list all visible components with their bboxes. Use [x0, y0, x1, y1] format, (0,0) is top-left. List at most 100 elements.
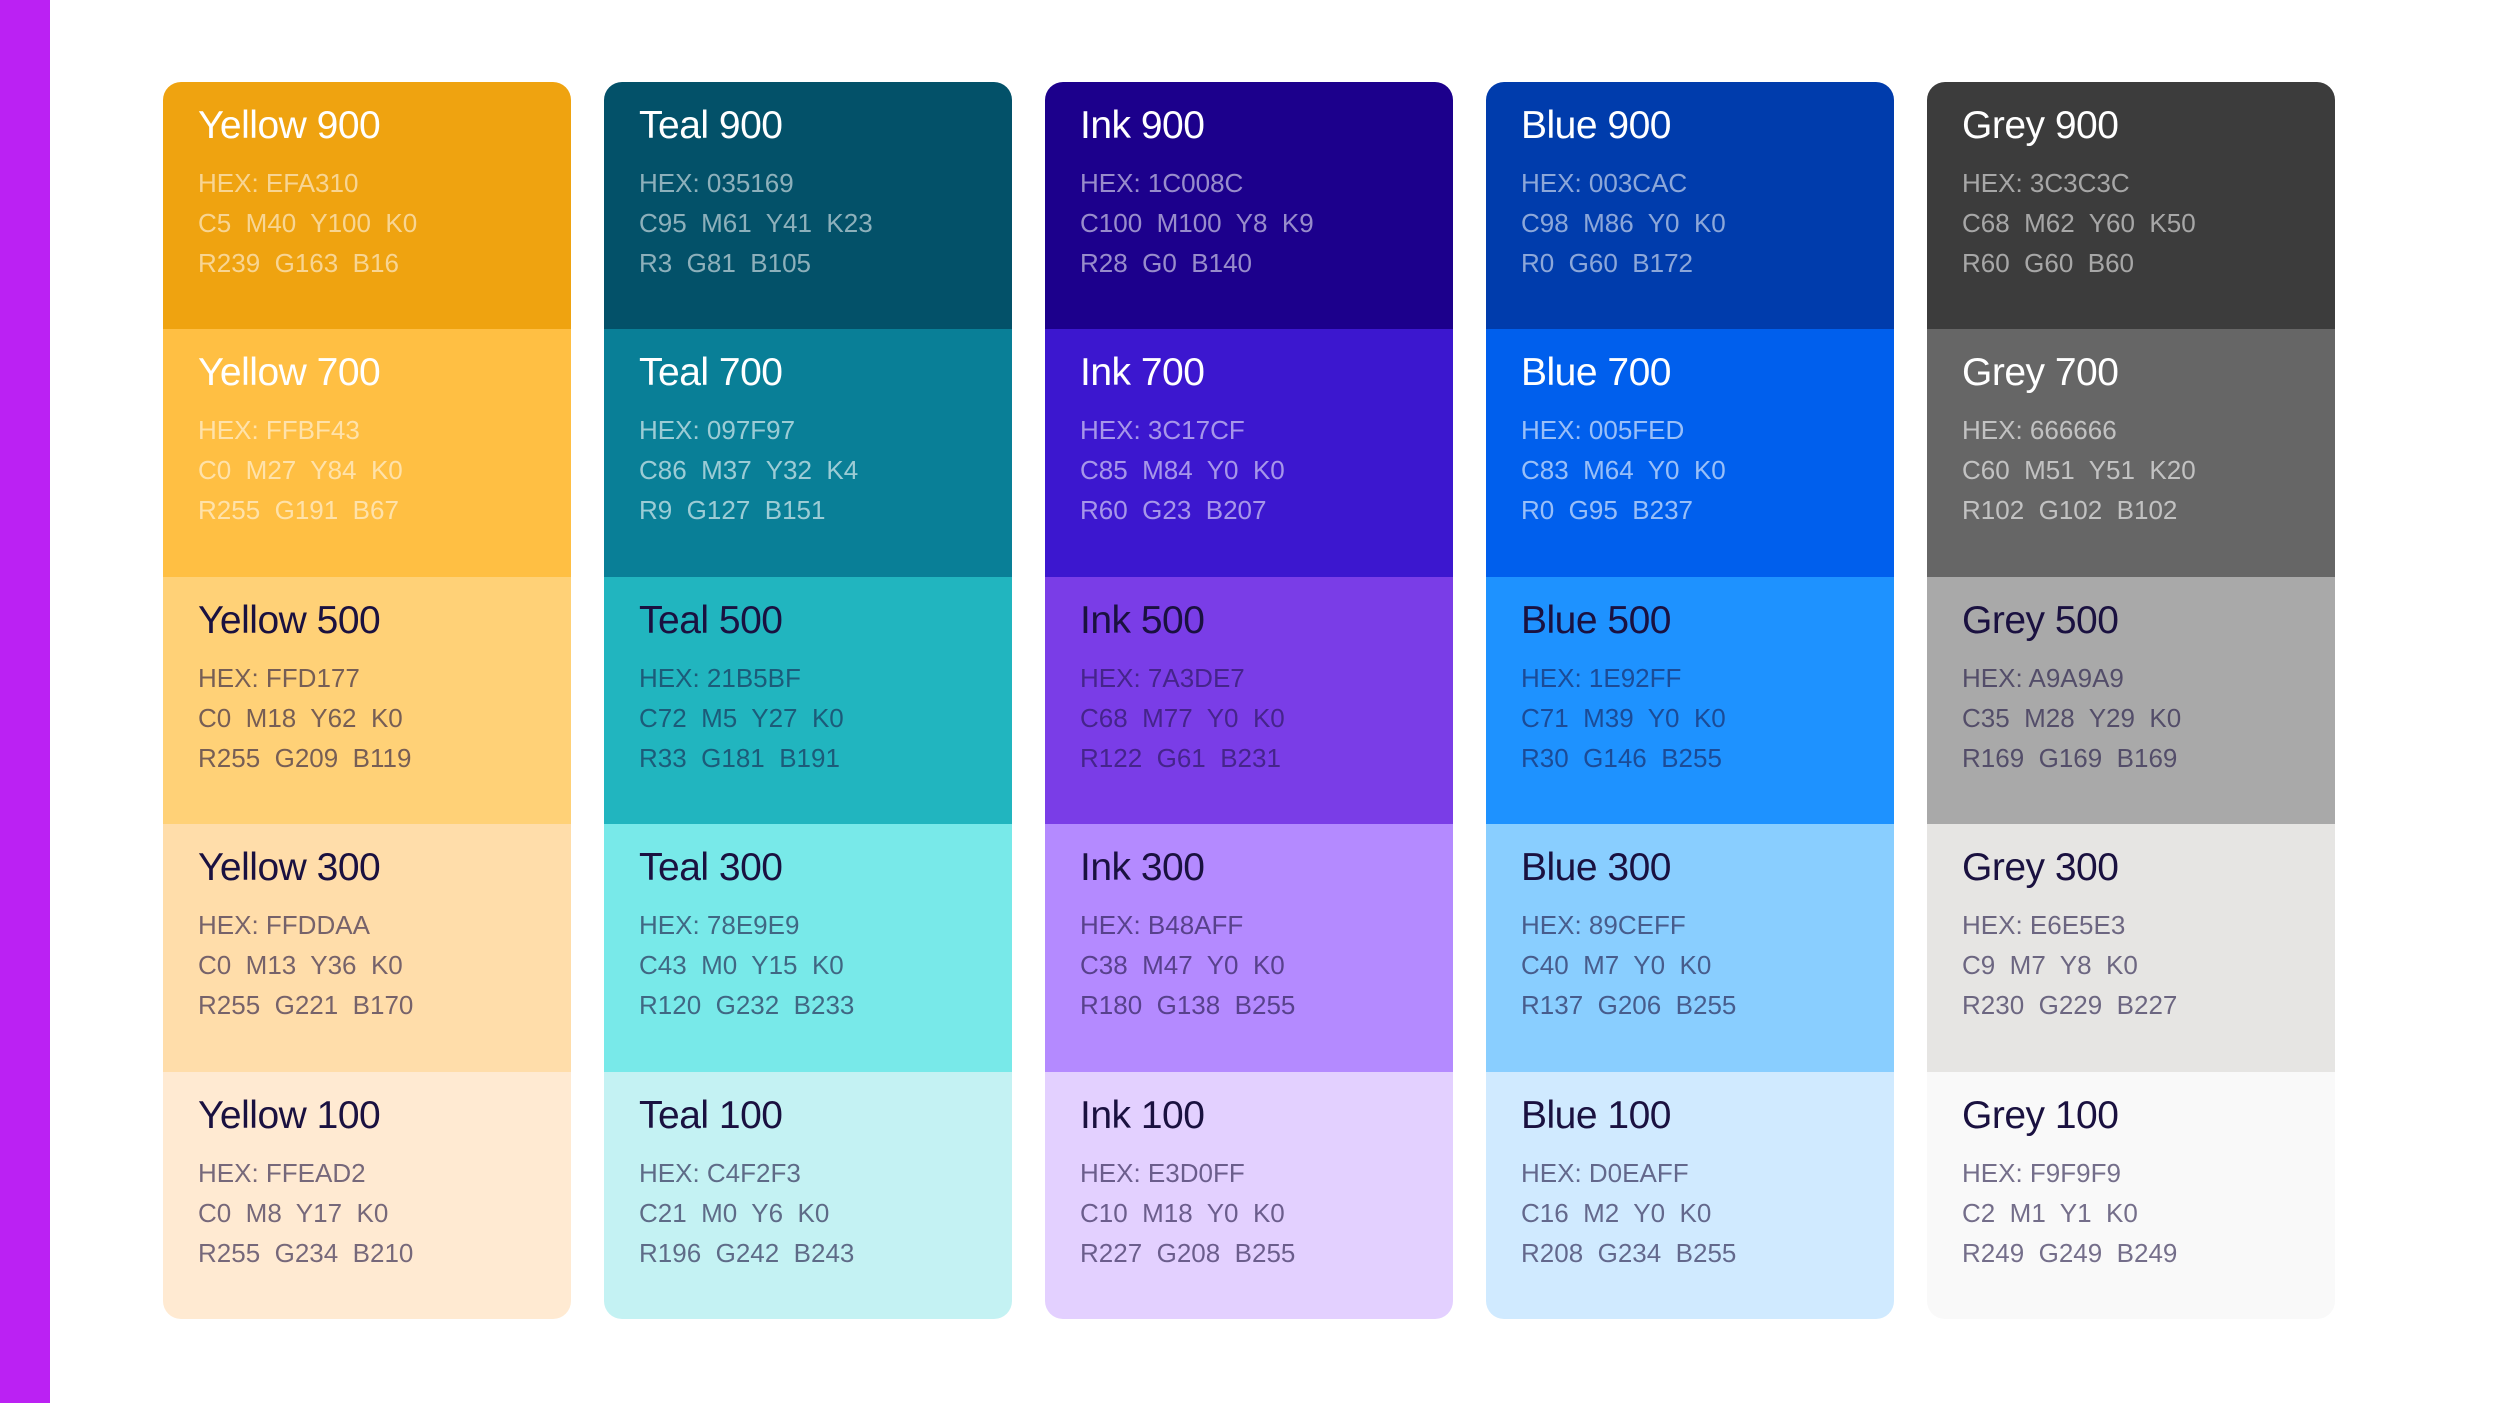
swatch-rgb-value: R33 G181 B191: [639, 742, 840, 773]
color-swatch[interactable]: Grey 900 HEX: 3C3C3C C68 M62 Y60 K50 R60 G6…: [1927, 82, 2335, 330]
swatch-name: Yellow 900: [198, 104, 381, 147]
swatch-rgb-value: R102 G102 B102: [1962, 495, 2178, 526]
swatch-rgb-value: R28 G0 B140: [1080, 248, 1252, 278]
swatch-hex-value: HEX: 003CAC: [1521, 168, 1688, 198]
color-swatch[interactable]: Yellow 300 HEX: FFDDAA C0 M13 Y36 K0 R255 G…: [163, 824, 571, 1072]
swatch-name: Blue 100: [1521, 1093, 1671, 1137]
swatch-rgb-value: R3 G81 B105: [639, 248, 811, 278]
swatch-cmyk-value: C72 M5 Y27 K0: [639, 702, 844, 733]
swatch-rgb-value: R122 G61 B231: [1080, 742, 1281, 773]
swatch-cmyk-value: C40 M7 Y0 K0: [1521, 950, 1712, 981]
swatch-rgb-value: R208 G234 B255: [1521, 1237, 1737, 1268]
swatch-cmyk-value: C0 M27 Y84 K0: [198, 455, 403, 486]
color-swatch[interactable]: Grey 700 HEX: 666666 C60 M51 Y51 K20 R102 G…: [1927, 329, 2335, 577]
swatch-name: Ink 500: [1080, 598, 1205, 642]
swatch-cmyk-value: C2 M1 Y1 K0: [1962, 1197, 2138, 1228]
swatch-hex-value: HEX: 21B5BF: [639, 662, 801, 693]
swatch-hex-value: HEX: B48AFF: [1080, 910, 1244, 941]
swatch-name: Grey 300: [1962, 846, 2119, 890]
color-swatch[interactable]: Ink 700 HEX: 3C17CF C85 M84 Y0 K0 R60 G23 B…: [1045, 329, 1453, 577]
swatch-cmyk-value: C95 M61 Y41 K23: [639, 208, 873, 238]
swatch-hex-value: HEX: FFEAD2: [198, 1157, 366, 1188]
swatch-rgb-value: R120 G232 B233: [639, 990, 855, 1021]
palette-column-yellow: Yellow 900 HEX: EFA310 C5 M40 Y100 K0 R239 …: [163, 82, 571, 1319]
swatch-name: Teal 700: [639, 351, 783, 395]
color-swatch[interactable]: Teal 700 HEX: 097F97 C86 M37 Y32 K4 R9 G127…: [604, 329, 1012, 577]
swatch-cmyk-value: C68 M62 Y60 K50: [1962, 208, 2196, 238]
swatch-cmyk-value: C16 M2 Y0 K0: [1521, 1197, 1712, 1228]
swatch-name: Teal 100: [639, 1093, 783, 1137]
color-swatch[interactable]: Ink 100 HEX: E3D0FF C10 M18 Y0 K0 R227 G208…: [1045, 1071, 1453, 1319]
palette-grid: Yellow 900 HEX: EFA310 C5 M40 Y100 K0 R239 …: [163, 82, 2335, 1319]
swatch-cmyk-value: C43 M0 Y15 K0: [639, 950, 844, 981]
color-swatch[interactable]: Yellow 900 HEX: EFA310 C5 M40 Y100 K0 R239 …: [163, 82, 571, 330]
color-swatch[interactable]: Blue 100 HEX: D0EAFF C16 M2 Y0 K0 R208 G234…: [1486, 1071, 1894, 1319]
swatch-name: Grey 700: [1962, 351, 2119, 395]
swatch-hex-value: HEX: 035169: [639, 168, 794, 198]
swatch-hex-value: HEX: 097F97: [639, 415, 796, 446]
swatch-name: Ink 100: [1080, 1093, 1205, 1137]
color-swatch[interactable]: Grey 300 HEX: E6E5E3 C9 M7 Y8 K0 R230 G229 …: [1927, 824, 2335, 1072]
color-swatch[interactable]: Blue 500 HEX: 1E92FF C71 M39 Y0 K0 R30 G146…: [1486, 576, 1894, 825]
color-swatch[interactable]: Teal 500 HEX: 21B5BF C72 M5 Y27 K0 R33 G181…: [604, 576, 1012, 825]
swatch-hex-value: HEX: FFDDAA: [198, 910, 370, 941]
palette-column-teal: Teal 900 HEX: 035169 C95 M61 Y41 K23 R3 G81…: [604, 82, 1012, 1319]
color-swatch[interactable]: Ink 900 HEX: 1C008C C100 M100 Y8 K9 R28 G0 …: [1045, 82, 1453, 330]
swatch-name: Yellow 100: [198, 1093, 381, 1137]
swatch-hex-value: HEX: A9A9A9: [1962, 662, 2124, 693]
swatch-rgb-value: R230 G229 B227: [1962, 990, 2178, 1021]
swatch-hex-value: HEX: 89CEFF: [1521, 910, 1686, 941]
color-swatch[interactable]: Yellow 700 HEX: FFBF43 C0 M27 Y84 K0 R255 G…: [163, 329, 571, 577]
palette-column-blue: Blue 900 HEX: 003CAC C98 M86 Y0 K0 R0 G60 B…: [1486, 82, 1894, 1319]
color-swatch[interactable]: Grey 100 HEX: F9F9F9 C2 M1 Y1 K0 R249 G249 …: [1927, 1071, 2335, 1319]
swatch-cmyk-value: C71 M39 Y0 K0: [1521, 702, 1726, 733]
swatch-rgb-value: R30 G146 B255: [1521, 742, 1722, 773]
swatch-name: Teal 300: [639, 846, 783, 890]
swatch-cmyk-value: C35 M28 Y29 K0: [1962, 702, 2182, 733]
swatch-cmyk-value: C0 M18 Y62 K0: [198, 702, 403, 733]
swatch-name: Ink 300: [1080, 846, 1205, 890]
swatch-hex-value: HEX: 3C17CF: [1080, 415, 1245, 446]
swatch-cmyk-value: C0 M8 Y17 K0: [198, 1197, 389, 1228]
swatch-hex-value: HEX: FFBF43: [198, 415, 360, 446]
swatch-rgb-value: R0 G60 B172: [1521, 248, 1693, 278]
swatch-rgb-value: R180 G138 B255: [1080, 990, 1296, 1021]
color-swatch[interactable]: Ink 300 HEX: B48AFF C38 M47 Y0 K0 R180 G138…: [1045, 824, 1453, 1072]
palette-column-ink: Ink 900 HEX: 1C008C C100 M100 Y8 K9 R28 G0 …: [1045, 82, 1453, 1319]
swatch-cmyk-value: C9 M7 Y8 K0: [1962, 950, 2138, 981]
swatch-cmyk-value: C100 M100 Y8 K9: [1080, 208, 1314, 238]
swatch-rgb-value: R239 G163 B16: [198, 248, 399, 278]
color-swatch[interactable]: Yellow 100 HEX: FFEAD2 C0 M8 Y17 K0 R255 G2…: [163, 1071, 571, 1319]
swatch-cmyk-value: C38 M47 Y0 K0: [1080, 950, 1285, 981]
color-swatch[interactable]: Grey 500 HEX: A9A9A9 C35 M28 Y29 K0 R169 G1…: [1927, 576, 2335, 825]
swatch-hex-value: HEX: E6E5E3: [1962, 910, 2126, 941]
color-swatch[interactable]: Ink 500 HEX: 7A3DE7 C68 M77 Y0 K0 R122 G61 …: [1045, 576, 1453, 825]
color-swatch[interactable]: Blue 300 HEX: 89CEFF C40 M7 Y0 K0 R137 G206…: [1486, 824, 1894, 1072]
swatch-cmyk-value: C60 M51 Y51 K20: [1962, 455, 2196, 486]
swatch-name: Teal 500: [639, 598, 783, 642]
color-swatch[interactable]: Blue 900 HEX: 003CAC C98 M86 Y0 K0 R0 G60 B…: [1486, 82, 1894, 330]
swatch-name: Blue 700: [1521, 351, 1671, 395]
swatch-hex-value: HEX: EFA310: [198, 168, 359, 198]
color-swatch[interactable]: Yellow 500 HEX: FFD177 C0 M18 Y62 K0 R255 G…: [163, 576, 571, 825]
swatch-name: Grey 500: [1962, 598, 2119, 642]
color-swatch[interactable]: Teal 100 HEX: C4F2F3 C21 M0 Y6 K0 R196 G242…: [604, 1071, 1012, 1319]
swatch-rgb-value: R169 G169 B169: [1962, 742, 2178, 773]
swatch-cmyk-value: C0 M13 Y36 K0: [198, 950, 403, 981]
swatch-cmyk-value: C5 M40 Y100 K0: [198, 208, 418, 238]
swatch-hex-value: HEX: E3D0FF: [1080, 1157, 1245, 1188]
swatch-rgb-value: R196 G242 B243: [639, 1237, 855, 1268]
swatch-rgb-value: R255 G191 B67: [198, 495, 399, 526]
swatch-cmyk-value: C10 M18 Y0 K0: [1080, 1197, 1285, 1228]
color-swatch[interactable]: Blue 700 HEX: 005FED C83 M64 Y0 K0 R0 G95 B…: [1486, 329, 1894, 577]
color-swatch[interactable]: Teal 900 HEX: 035169 C95 M61 Y41 K23 R3 G81…: [604, 82, 1012, 330]
swatch-hex-value: HEX: 1C008C: [1080, 168, 1244, 198]
swatch-hex-value: HEX: 666666: [1962, 415, 2117, 446]
swatch-name: Blue 500: [1521, 598, 1671, 642]
swatch-rgb-value: R60 G23 B207: [1080, 495, 1267, 526]
swatch-hex-value: HEX: D0EAFF: [1521, 1157, 1689, 1188]
color-swatch[interactable]: Teal 300 HEX: 78E9E9 C43 M0 Y15 K0 R120 G23…: [604, 824, 1012, 1072]
swatch-name: Yellow 500: [198, 598, 381, 642]
swatch-rgb-value: R137 G206 B255: [1521, 990, 1737, 1021]
